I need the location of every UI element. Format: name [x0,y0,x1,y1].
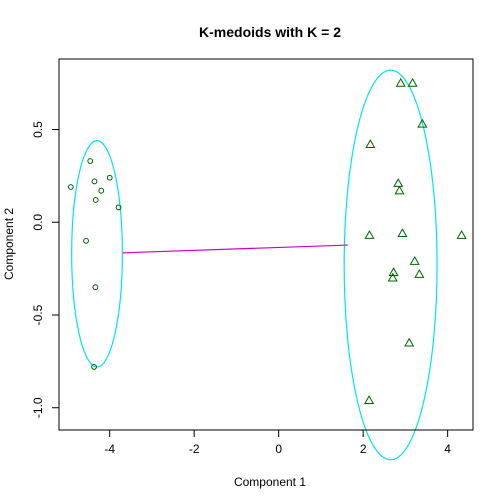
cluster-1-ellipse [71,140,123,368]
cluster-2-point [397,228,408,238]
x-tick-label: -2 [189,442,200,456]
cluster-2-point [365,139,376,148]
y-tick-label: 0.5 [31,121,45,138]
x-tick-label: -4 [104,442,115,456]
cluster-1-point [91,178,98,185]
x-tick-label: 4 [444,442,451,456]
x-axis: -4 -2 0 2 4 [104,429,451,456]
cluster-1-point [87,158,94,164]
cluster-link-line [122,244,348,254]
cluster-2-point [407,77,418,87]
y-tick-label: 0.0 [31,214,45,231]
cluster-1-point [67,184,74,190]
cluster-1-point [98,187,105,194]
x-tick-label: 0 [275,442,282,456]
x-tick-label: 2 [360,442,367,456]
cluster-2-point [364,395,375,404]
cluster-2-point [387,272,398,282]
cluster-2-point [393,178,404,187]
cluster-1-point [91,364,97,370]
cluster-2-point [364,230,375,239]
cluster-2-point [414,268,425,278]
cluster-2-point [456,230,467,239]
chart-title: K-medoids with K = 2 [199,24,341,40]
cluster-1-point [92,197,99,203]
plot-frame [58,58,474,431]
y-axis: -1.0 -0.5 0.0 0.5 [31,121,60,418]
y-tick-label: -0.5 [31,304,45,325]
cluster-2-point [417,118,428,128]
x-axis-label: Component 1 [234,475,306,489]
y-axis-label: Component 2 [2,208,16,280]
cluster-2-point [404,337,415,347]
cluster-1-point [115,204,122,211]
cluster-1-point [92,284,99,291]
cluster-2-ellipse [343,69,438,461]
cluster-2-point [394,185,405,195]
cluster-1-point [106,174,113,181]
cluster-1-point [83,237,89,244]
plot-area [67,69,467,461]
cluster-2-point [395,77,406,87]
cluster-2-point [409,255,420,265]
y-tick-label: -1.0 [31,397,45,418]
